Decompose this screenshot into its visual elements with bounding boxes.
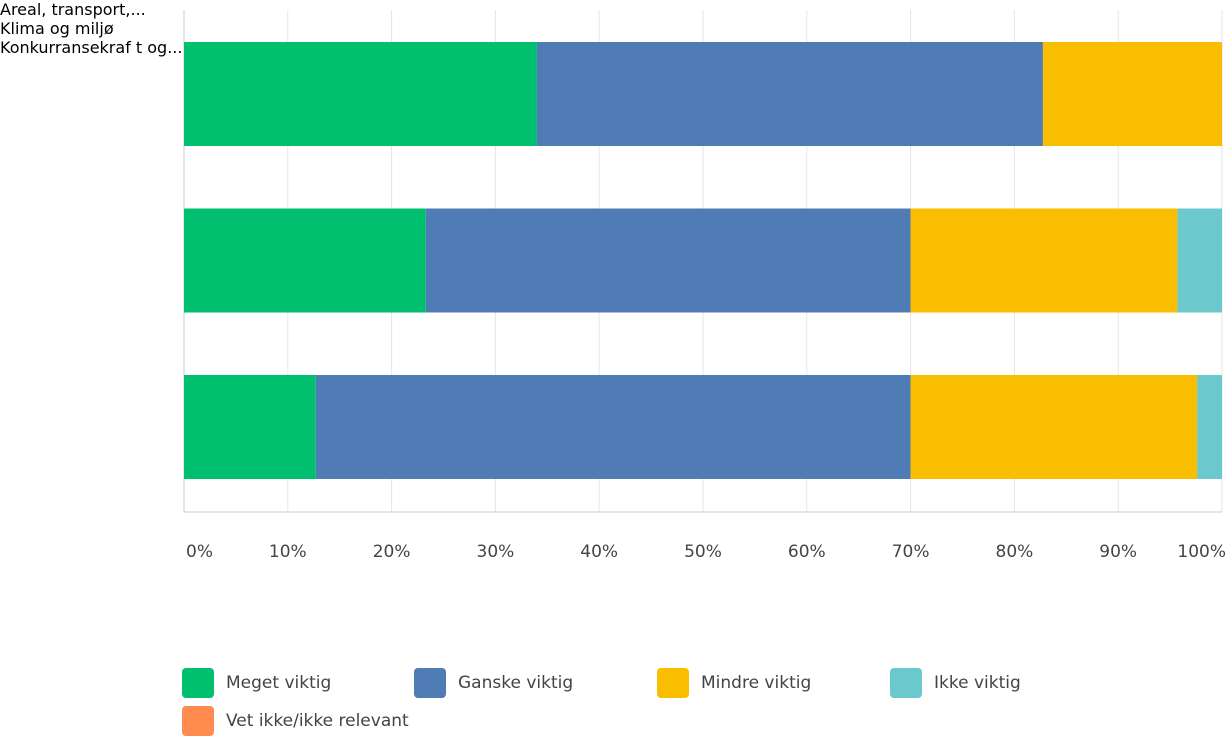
bar-segment [1197,375,1222,479]
legend-label: Meget viktig [226,673,331,693]
x-tick-label: 40% [580,542,618,562]
bar-segment [184,42,537,146]
x-tick-label: 60% [788,542,826,562]
legend-label: Mindre viktig [701,673,811,693]
legend-swatch [657,668,689,698]
x-tick-label: 10% [269,542,307,562]
bar-segment [425,208,911,313]
x-tick-label: 90% [1099,542,1137,562]
bar-segment [184,208,426,313]
x-tick-label: 0% [186,542,213,562]
x-tick-label: 30% [477,542,515,562]
x-tick-label: 100% [1177,542,1226,562]
legend-swatch [414,668,446,698]
x-tick-label: 20% [373,542,411,562]
legend-label: Ikke viktig [934,673,1021,693]
legend-label: Ganske viktig [458,673,573,693]
x-tick-label: 70% [892,542,930,562]
x-tick-label: 50% [684,542,722,562]
legend-swatch [182,706,214,736]
bar-segment [1177,208,1222,313]
legend-label: Vet ikke/ikke relevant [226,711,409,731]
legend-swatch [182,668,214,698]
bar-segment [1042,42,1222,146]
category-label: Klima og miljø [0,19,114,38]
category-label: Areal, transport,... [0,0,146,19]
bar-segment [910,208,1178,313]
bar-segment [910,375,1198,479]
legend-swatch [890,668,922,698]
category-label: Konkurransekraf t og... [0,38,183,57]
bar-segment [536,42,1043,146]
x-tick-label: 80% [996,542,1034,562]
bar-segment [315,375,911,479]
bar-segment [184,375,316,479]
